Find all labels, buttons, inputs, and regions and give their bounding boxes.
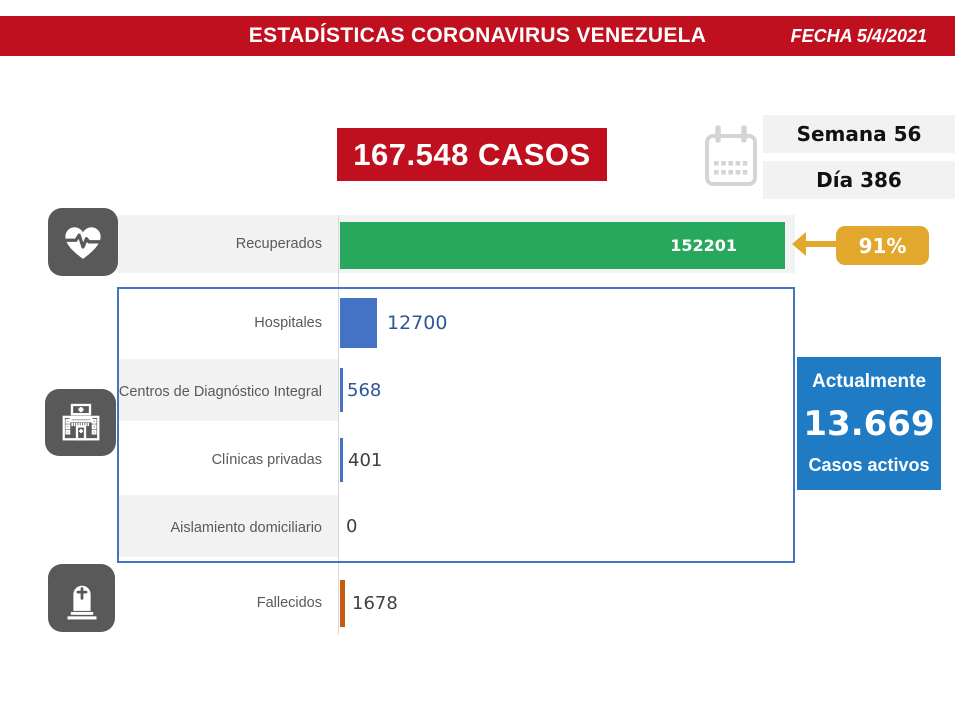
bar-value-aislamiento: 0: [346, 515, 358, 537]
bar-clinicas: [340, 438, 343, 482]
bar-label-recuperados: Recuperados: [235, 236, 322, 252]
calendar-icon: [705, 125, 757, 186]
day-box: Día 386: [763, 161, 955, 199]
tombstone-icon: [48, 564, 115, 632]
bar-value-hospitales: 12700: [387, 312, 448, 334]
week-box: Semana 56: [763, 115, 955, 153]
bar-cdi: [340, 368, 343, 412]
recovered-percent-badge: 91%: [836, 226, 929, 265]
chart-axis-line: [338, 215, 339, 635]
page-title: ESTADÍSTICAS CORONAVIRUS VENEZUELA: [248, 24, 707, 47]
active-cases-caption-top: Actualmente: [811, 370, 927, 392]
bar-label-aislamiento: Aislamiento domiciliario: [170, 520, 323, 536]
active-cases-caption-bottom: Casos activos: [808, 455, 930, 476]
row-band-cdi: [117, 359, 338, 421]
row-band-aislamiento: [117, 495, 338, 557]
hospitalization-frame: [117, 287, 795, 563]
bar-label-clinicas: Clínicas privadas: [211, 452, 322, 468]
bar-recuperados: 152201: [340, 222, 785, 269]
total-cases-box: 167.548 CASOS: [337, 128, 607, 181]
bar-hospitales: [340, 298, 378, 348]
bar-label-hospitales: Hospitales: [254, 315, 322, 331]
left-arrow-shaft: [806, 241, 838, 247]
report-date: FECHA 5/4/2021: [790, 25, 927, 46]
header-banner: [0, 16, 955, 56]
bar-value-fallecidos: 1678: [352, 593, 398, 614]
active-cases-value: 13.669: [803, 403, 935, 444]
bar-value-clinicas: 401: [348, 449, 383, 471]
bar-value-cdi: 568: [347, 379, 382, 401]
bar-label-cdi: Centros de Diagnóstico Integral: [118, 384, 322, 400]
bar-value-recuperados: 152201: [670, 236, 737, 255]
hospital-building-icon: [45, 389, 116, 456]
bar-fallecidos: [340, 580, 345, 627]
left-arrow-icon: [792, 232, 806, 256]
active-cases-box: Actualmente 13.669 Casos activos: [797, 357, 941, 490]
bar-label-fallecidos: Fallecidos: [256, 595, 322, 611]
heart-pulse-icon: [48, 208, 118, 276]
